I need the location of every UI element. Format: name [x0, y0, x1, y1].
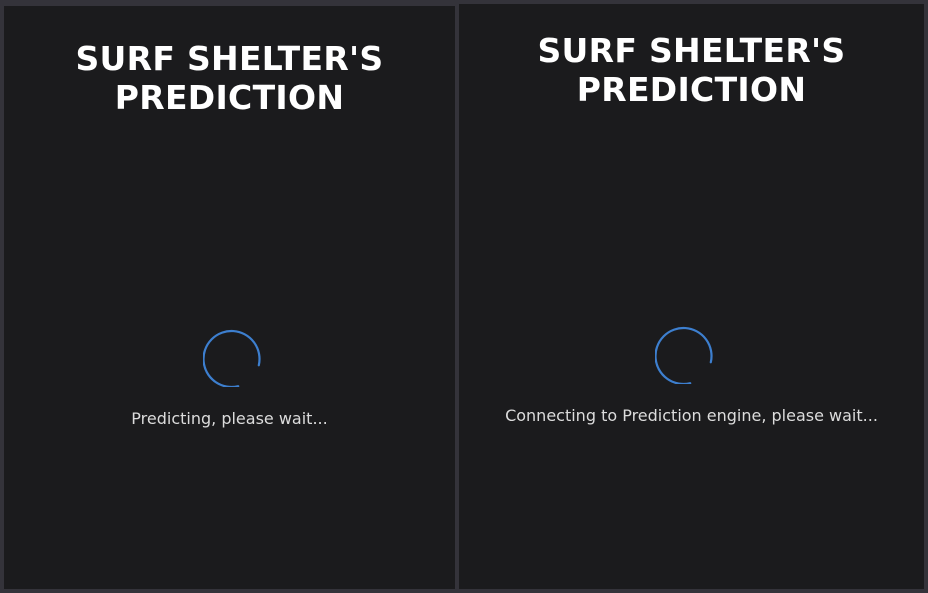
prediction-panel-right: SURF SHELTER'S PREDICTION Connecting to …: [459, 4, 924, 589]
status-message: Connecting to Prediction engine, please …: [505, 406, 878, 425]
title-line-2: PREDICTION: [114, 78, 345, 117]
title-line-1: SURF SHELTER'S: [75, 39, 384, 78]
page-title: SURF SHELTER'S PREDICTION: [459, 31, 924, 109]
loading-spinner-icon: [203, 329, 261, 387]
loading-spinner-icon: [655, 326, 713, 384]
page-title: SURF SHELTER'S PREDICTION: [4, 39, 455, 117]
prediction-panel-left: SURF SHELTER'S PREDICTION Predicting, pl…: [4, 6, 455, 589]
title-line-1: SURF SHELTER'S: [537, 31, 846, 70]
status-message: Predicting, please wait...: [131, 409, 328, 428]
title-line-2: PREDICTION: [576, 70, 807, 109]
